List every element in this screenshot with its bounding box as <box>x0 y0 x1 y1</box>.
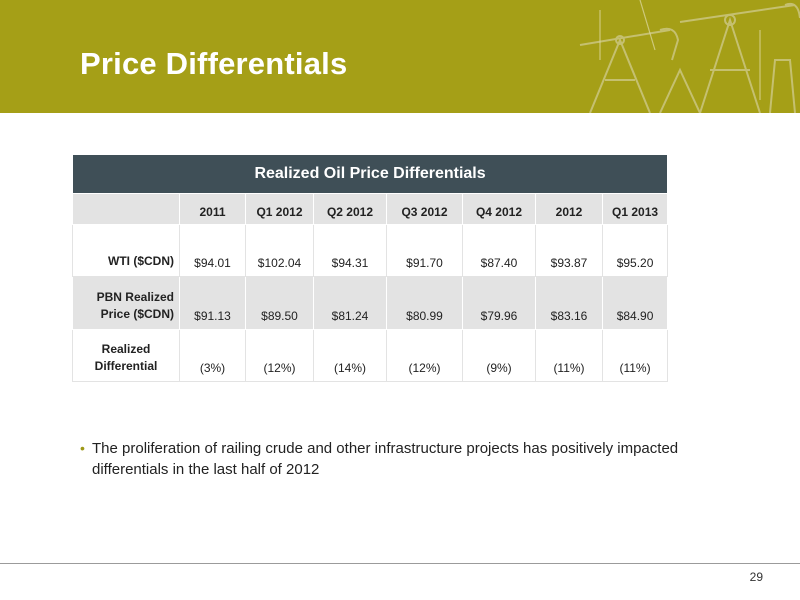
table-cell: $83.16 <box>535 276 603 330</box>
table-cell: $91.13 <box>179 276 246 330</box>
footer-divider <box>0 563 800 564</box>
table-cell: $91.70 <box>386 224 463 277</box>
column-header: Q3 2012 <box>386 193 463 225</box>
table-cell: $89.50 <box>245 276 314 330</box>
row-label-line: Price ($CDN) <box>100 307 174 321</box>
data-table: Realized Oil Price Differentials 2011 Q1… <box>71 154 669 382</box>
table-title: Realized Oil Price Differentials <box>71 154 669 194</box>
table-cell: $95.20 <box>601 224 669 277</box>
column-header: Q4 2012 <box>462 193 536 225</box>
table-cell: $93.87 <box>535 224 603 277</box>
table-row: WTI ($CDN) $94.01 $102.04 $94.31 $91.70 … <box>72 224 669 277</box>
row-label-line: PBN Realized <box>96 290 174 304</box>
price-differentials-table: Realized Oil Price Differentials 2011 Q1… <box>71 154 669 382</box>
page-number: 29 <box>749 570 763 584</box>
column-header: Q1 2012 <box>245 193 314 225</box>
table-cell: $94.31 <box>313 224 387 277</box>
bullet-text: The proliferation of railing crude and o… <box>92 440 679 478</box>
row-label: Realized Differential <box>72 329 180 382</box>
table-cell: (14%) <box>313 329 387 382</box>
row-label: WTI ($CDN) <box>72 224 180 277</box>
table-row: PBN Realized Price ($CDN) $91.13 $89.50 … <box>72 276 669 330</box>
row-label: PBN Realized Price ($CDN) <box>72 276 180 330</box>
table-cell: (12%) <box>386 329 463 382</box>
table-row: Realized Differential (3%) (12%) (14%) (… <box>72 329 669 382</box>
header-banner: Price Differentials <box>0 0 800 113</box>
table-cell: $81.24 <box>313 276 387 330</box>
header-blank-cell <box>72 193 180 225</box>
column-header: 2011 <box>179 193 246 225</box>
table-cell: (9%) <box>462 329 536 382</box>
table-cell: $84.90 <box>601 276 669 330</box>
column-header: Q2 2012 <box>313 193 387 225</box>
table-cell: (12%) <box>245 329 314 382</box>
table-cell: $79.96 <box>462 276 536 330</box>
oil-pumpjack-illustration <box>579 0 800 113</box>
bullet-item: • The proliferation of railing crude and… <box>80 438 702 480</box>
table-cell: $87.40 <box>462 224 536 277</box>
table-header-row: 2011 Q1 2012 Q2 2012 Q3 2012 Q4 2012 201… <box>72 193 669 225</box>
table-cell: (11%) <box>535 329 603 382</box>
bullet-marker-icon: • <box>80 440 85 456</box>
table-cell: (3%) <box>179 329 246 382</box>
table-cell: $94.01 <box>179 224 246 277</box>
row-label-line: Differential <box>94 359 158 373</box>
table-cell: $80.99 <box>386 276 463 330</box>
table-cell: $102.04 <box>245 224 314 277</box>
table-cell: (11%) <box>601 329 669 382</box>
column-header: Q1 2013 <box>601 193 669 225</box>
column-header: 2012 <box>535 193 603 225</box>
row-label-line: Realized <box>101 342 151 356</box>
slide-title: Price Differentials <box>80 46 348 81</box>
